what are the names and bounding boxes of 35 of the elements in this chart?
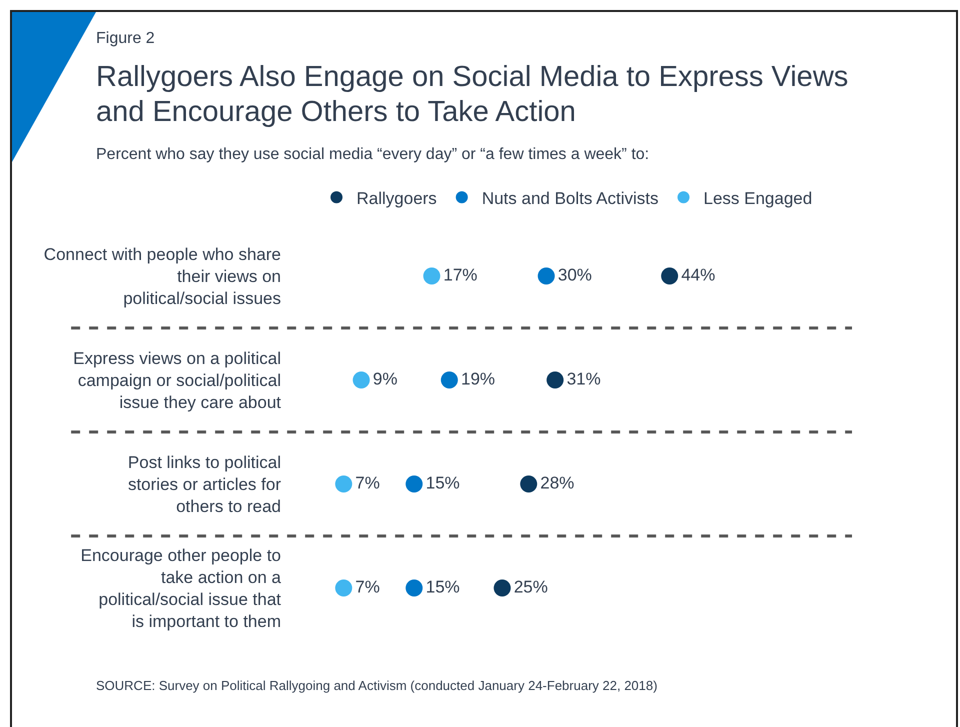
- data-label: 15%: [426, 473, 460, 492]
- point: [538, 268, 555, 284]
- y-tick-label: Express views on a political campaign or social/political issue they care about: [73, 348, 282, 412]
- data-label: 31%: [566, 369, 601, 388]
- y-tick-label: Connect with people who share their views on political/social issues: [44, 244, 281, 308]
- point: [335, 476, 352, 492]
- data-label: 28%: [540, 473, 574, 492]
- data-label: 15%: [426, 577, 460, 596]
- point: [520, 476, 538, 492]
- data-label: 7%: [355, 473, 380, 492]
- data-label: 25%: [514, 577, 548, 596]
- point: [335, 580, 352, 596]
- chart-title: Rallygoers Also Engage on Social Media to Express Views and Encourage Others to Take Action: [96, 60, 850, 130]
- chart-subtitle: Percent who say they use social media “every day” or “a few times a week” to:: [96, 146, 650, 164]
- legend-label: Nuts and Bolts Activists: [482, 188, 658, 208]
- data-label: 44%: [681, 265, 716, 284]
- point: [546, 372, 564, 388]
- source-note: SOURCE: Survey on Political Rallygoing and Activism (conducted January 24-February 22, 2018): [96, 678, 658, 694]
- legend-label: Less Engaged: [704, 188, 812, 208]
- point: [406, 476, 423, 492]
- point: [661, 268, 678, 284]
- y-tick-label: Post links to political stories or articles for others to read: [128, 452, 282, 516]
- point: [494, 580, 511, 596]
- point: [352, 372, 370, 388]
- point: [406, 580, 423, 596]
- data-label: 30%: [558, 265, 592, 284]
- data-label: 19%: [460, 369, 496, 388]
- point: [423, 268, 440, 284]
- data-label: 17%: [443, 265, 478, 284]
- legend-label: Rallygoers: [356, 188, 437, 208]
- caption: Figure 2: [96, 30, 155, 48]
- y-tick-label: Encourage other people to take action on a political/social issue that is important to them: [80, 546, 282, 632]
- point: [440, 372, 458, 388]
- data-label: 9%: [372, 369, 398, 388]
- data-label: 7%: [355, 577, 380, 596]
